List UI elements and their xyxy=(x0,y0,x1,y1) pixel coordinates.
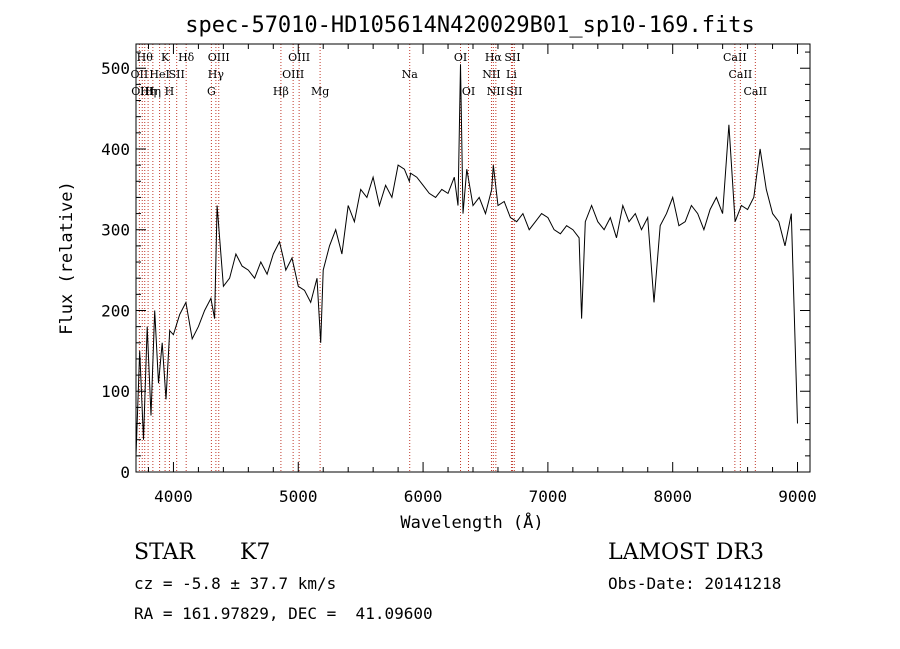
survey-name: LAMOST DR3 xyxy=(608,540,764,565)
emission-line-markers xyxy=(138,44,756,472)
y-axis-label: Flux (relative) xyxy=(57,181,77,335)
emission-line-label: OIII xyxy=(282,68,304,81)
x-tick-label: 9000 xyxy=(778,487,817,506)
emission-line-label: SII xyxy=(169,68,185,81)
emission-line-label: CaII xyxy=(729,68,753,81)
x-tick-label: 7000 xyxy=(529,487,568,506)
y-tick-label: 100 xyxy=(101,382,130,401)
emission-line-label: Mg xyxy=(311,85,329,98)
object-subclass: K7 xyxy=(240,540,271,565)
y-axis-ticks: 0 100 200 300 400 500 xyxy=(101,51,810,482)
emission-line-label: CaII xyxy=(723,51,747,64)
redshift-cz: cz = -5.8 ± 37.7 km/s xyxy=(134,574,337,593)
emission-line-label: OIII xyxy=(208,51,230,64)
emission-line-label: OIII xyxy=(288,51,310,64)
y-tick-label: 200 xyxy=(101,301,130,320)
emission-line-label: K xyxy=(161,51,170,64)
ra-dec: RA = 161.97829, DEC = 41.09600 xyxy=(134,604,433,623)
emission-line-label: OI xyxy=(454,51,467,64)
emission-line-label: H xyxy=(165,85,175,98)
emission-line-label: OI xyxy=(462,85,475,98)
x-tick-label: 8000 xyxy=(653,487,692,506)
x-tick-label: 4000 xyxy=(154,487,193,506)
emission-line-label: NII xyxy=(487,85,505,98)
emission-line-label: HeI xyxy=(149,68,169,81)
emission-line-label: Hγ xyxy=(208,68,225,81)
y-tick-label: 0 xyxy=(120,463,130,482)
y-tick-label: 300 xyxy=(101,221,130,240)
emission-line-label: SII xyxy=(506,85,522,98)
emission-line-label: OIII xyxy=(131,85,153,98)
x-axis-ticks: 4000 5000 6000 7000 8000 9000 xyxy=(147,44,817,506)
emission-line-label: Hη xyxy=(145,85,161,98)
spectrum-series-line xyxy=(135,64,798,456)
plot-frame xyxy=(135,43,811,473)
observation-date: Obs-Date: 20141218 xyxy=(608,574,782,593)
x-tick-label: 6000 xyxy=(404,487,443,506)
emission-line-label: NII xyxy=(482,68,500,81)
emission-line-label: OII xyxy=(131,68,149,81)
emission-line-label: SII xyxy=(504,51,520,64)
emission-line-label: G xyxy=(207,85,216,98)
emission-line-label: Hβ xyxy=(273,85,289,98)
emission-line-label: CaII xyxy=(743,85,767,98)
emission-line-label: Hη xyxy=(140,85,156,98)
emission-line-label: Hα xyxy=(485,51,503,64)
x-axis-label: Wavelength (Å) xyxy=(400,511,543,533)
object-class: STAR xyxy=(134,540,195,565)
emission-line-label: Hδ xyxy=(178,51,195,64)
y-tick-label: 500 xyxy=(101,59,130,78)
chart-title: spec-57010-HD105614N420029B01_sp10-169.f… xyxy=(185,13,755,38)
emission-line-label: Hθ xyxy=(137,51,154,64)
x-tick-label: 5000 xyxy=(279,487,318,506)
emission-line-label: Li xyxy=(506,68,517,81)
emission-line-label: Na xyxy=(402,68,419,81)
y-tick-label: 400 xyxy=(101,140,130,159)
